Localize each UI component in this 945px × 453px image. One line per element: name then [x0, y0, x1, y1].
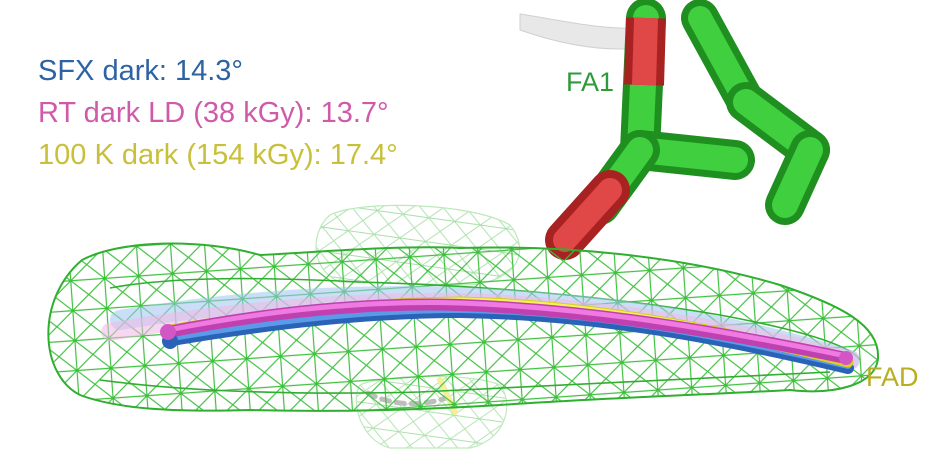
- legend-rt-dark-ld: RT dark LD (38 kGy): 13.7°: [38, 97, 389, 129]
- legend-sfx-dark: SFX dark: 14.3°: [38, 55, 244, 87]
- protein-ribbon: [519, 13, 641, 50]
- right-end-pink: [839, 351, 853, 365]
- label-fad: FAD: [866, 362, 919, 392]
- density-mesh: [47, 242, 880, 412]
- left-end-pink: [160, 324, 176, 340]
- legend-100k-dark: 100 K dark (154 kGy): 17.4°: [38, 139, 398, 171]
- label-fa1: FA1: [566, 67, 615, 97]
- fa1-molecule: [545, 0, 830, 260]
